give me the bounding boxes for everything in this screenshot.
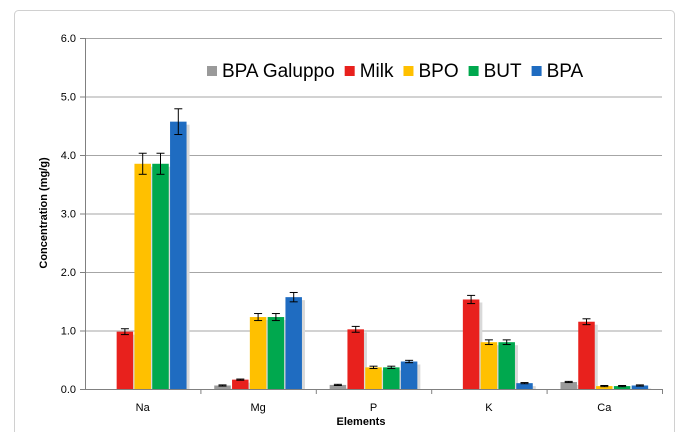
legend-swatch — [468, 66, 479, 76]
y-tick-label: 5.0 — [61, 92, 76, 104]
bar — [329, 384, 347, 389]
x-tick-label: Ca — [597, 402, 612, 414]
x-axis-title: Elements — [337, 416, 386, 428]
bar — [631, 385, 649, 389]
bar — [347, 329, 364, 389]
bar-layer — [116, 121, 649, 389]
bar — [170, 121, 187, 389]
bar — [596, 386, 613, 389]
error-layer — [120, 108, 644, 388]
legend-label: BPO — [418, 61, 458, 82]
bar — [232, 379, 249, 389]
y-tick-label: 2.0 — [61, 267, 76, 279]
legend-layer: BPA Galuppo Milk BPO BUT BPA — [207, 61, 584, 82]
legend-label: Milk — [360, 61, 394, 82]
legend-label: BUT — [484, 61, 522, 82]
bar — [462, 299, 480, 389]
bar — [285, 297, 302, 389]
bar — [498, 342, 515, 389]
legend-swatch — [344, 66, 355, 76]
x-tick-label: K — [485, 402, 493, 414]
label-layer: 0.0 1.0 2.0 3.0 4.0 5.0 6.0 Na Mg P K Ca — [61, 33, 613, 414]
y-tick-label: 3.0 — [61, 209, 76, 221]
bar — [152, 163, 169, 389]
bar — [365, 367, 382, 389]
bar — [214, 385, 231, 389]
legend-swatch — [403, 66, 414, 76]
bar — [516, 383, 533, 389]
bar — [613, 386, 631, 389]
axis-layer — [80, 38, 663, 394]
bar — [116, 331, 134, 389]
bar — [134, 163, 151, 389]
bar — [383, 367, 400, 389]
y-tick-label: 6.0 — [61, 33, 76, 45]
bar — [480, 342, 498, 389]
legend-swatch — [207, 66, 217, 76]
bar — [578, 321, 595, 389]
y-tick-label: 1.0 — [61, 326, 76, 338]
y-tick-label: 4.0 — [61, 150, 76, 162]
x-tick-label: P — [370, 402, 377, 414]
legend-label: BPA — [547, 61, 584, 82]
bar — [400, 361, 418, 389]
y-tick-label: 0.0 — [61, 384, 76, 396]
bar — [560, 381, 577, 389]
bar — [267, 317, 285, 389]
y-axis-title: Concentration (mg/g) — [38, 157, 50, 269]
legend-swatch — [531, 66, 542, 76]
x-tick-label: Mg — [250, 402, 265, 414]
x-tick-label: Na — [136, 402, 151, 414]
legend-label: BPA Galuppo — [222, 61, 335, 82]
bar — [249, 317, 267, 389]
